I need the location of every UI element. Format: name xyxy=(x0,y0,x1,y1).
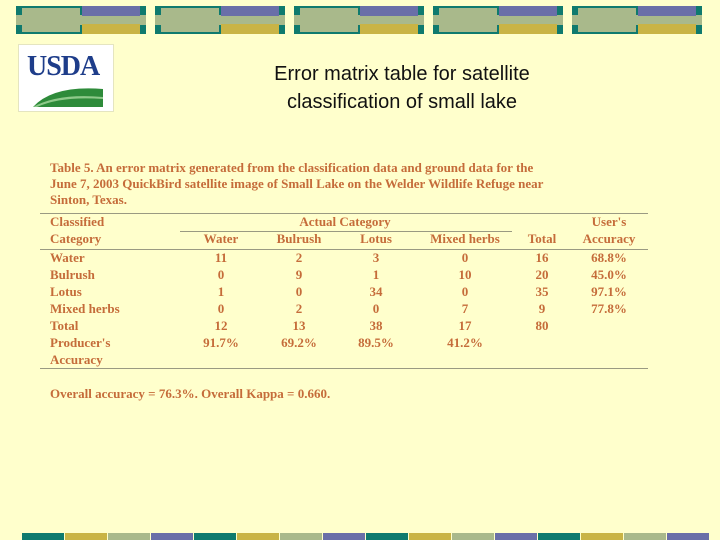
table-cell: 34 xyxy=(369,284,383,299)
bottom-bar-segment xyxy=(108,533,150,540)
bottom-bar-segment xyxy=(452,533,494,540)
header-classified: Classified xyxy=(50,214,105,229)
table-footnote: Overall accuracy = 76.3%. Overall Kappa … xyxy=(50,386,331,401)
bottom-bar-segment xyxy=(323,533,365,540)
table-cell: 35 xyxy=(535,284,549,299)
table-cell: 0 xyxy=(461,284,469,299)
bottom-bar-segment xyxy=(194,533,236,540)
table-cell: 0 xyxy=(372,301,380,316)
bottom-bar-segment xyxy=(667,533,709,540)
table-cell: 2 xyxy=(295,301,303,316)
table-cell: 45.0% xyxy=(591,267,627,282)
table-row-label: Bulrush xyxy=(50,267,95,282)
header-users: User's xyxy=(591,214,627,229)
total-grand: 80 xyxy=(535,318,549,333)
bottom-bar-segment xyxy=(581,533,623,540)
table-cell: 0 xyxy=(217,267,225,282)
table-rule-top xyxy=(40,213,648,214)
table-cell: 10 xyxy=(458,267,472,282)
bottom-bar-segment xyxy=(409,533,451,540)
producers-label-2: Accuracy xyxy=(50,352,103,367)
col-header-lotus: Lotus xyxy=(360,231,392,246)
table-cell: 0 xyxy=(295,284,303,299)
title-line-2: classification of small lake xyxy=(286,91,518,113)
header-category: Category xyxy=(50,231,102,246)
col-header-water: Water xyxy=(203,231,239,246)
caption-line-3: Sinton, Texas. xyxy=(50,192,127,207)
table-row-label: Water xyxy=(50,250,85,265)
error-matrix-table: Table 5. An error matrix generated from … xyxy=(40,160,650,410)
table-caption: Table 5. An error matrix generated from … xyxy=(40,160,630,208)
bottom-bar-segment xyxy=(65,533,107,540)
producers-lotus: 89.5% xyxy=(358,335,394,350)
header-actual-category: Actual Category xyxy=(299,214,391,229)
table-cell: 77.8% xyxy=(591,301,627,316)
caption-line-2: June 7, 2003 QuickBird satellite image o… xyxy=(50,176,544,191)
table-cell: 9 xyxy=(538,301,546,316)
table-rule-header xyxy=(40,249,648,250)
actual-category-rule xyxy=(180,231,512,232)
table-cell: 20 xyxy=(535,267,549,282)
caption-line-1: Table 5. An error matrix generated from … xyxy=(50,160,534,175)
col-header-bulrush: Bulrush xyxy=(276,231,322,246)
table-cell: 0 xyxy=(461,250,469,265)
table-cell: 3 xyxy=(372,250,380,265)
col-header-mixed-herbs: Mixed herbs xyxy=(430,231,500,246)
table-cell: 11 xyxy=(214,250,228,265)
logo-hill-graphic xyxy=(33,88,103,107)
top-bar-segment xyxy=(294,6,424,34)
bottom-bar-segment xyxy=(624,533,666,540)
total-bulrush: 13 xyxy=(292,318,306,333)
table-row-label: Mixed herbs xyxy=(50,301,120,316)
bottom-bar-segment xyxy=(151,533,193,540)
table-rule-bottom xyxy=(40,368,648,369)
total-water: 12 xyxy=(214,318,228,333)
producers-water: 91.7% xyxy=(203,335,239,350)
table-cell: 68.8% xyxy=(591,250,627,265)
top-decorative-bar xyxy=(16,6,712,34)
table-cell: 2 xyxy=(295,250,303,265)
total-mixed-herbs: 17 xyxy=(458,318,472,333)
top-bar-segment xyxy=(572,6,702,34)
table-cell: 97.1% xyxy=(591,284,627,299)
top-bar-segment xyxy=(433,6,563,34)
table-cell: 7 xyxy=(461,301,469,316)
table-row-label: Lotus xyxy=(50,284,82,299)
table-cell: 1 xyxy=(372,267,380,282)
bottom-bar-segment xyxy=(237,533,279,540)
usda-logo: USDA xyxy=(18,44,114,112)
total-lotus: 38 xyxy=(369,318,383,333)
producers-label-1: Producer's xyxy=(50,335,111,350)
table-cell: 16 xyxy=(535,250,549,265)
logo-text: USDA xyxy=(27,51,100,82)
producers-mixed-herbs: 41.2% xyxy=(447,335,483,350)
col-header-total: Total xyxy=(527,231,557,246)
producers-bulrush: 69.2% xyxy=(281,335,317,350)
table-cell: 0 xyxy=(217,301,225,316)
bottom-bar-segment xyxy=(22,533,64,540)
bottom-bar-segment xyxy=(495,533,537,540)
header-accuracy: Accuracy xyxy=(582,231,636,246)
bottom-bar-segment xyxy=(538,533,580,540)
table-cell: 1 xyxy=(217,284,225,299)
title-line-1: Error matrix table for satellite xyxy=(274,63,530,85)
slide-title: Error matrix table for satellite classif… xyxy=(232,60,572,116)
total-row-label: Total xyxy=(50,318,79,333)
bottom-bar-segment xyxy=(366,533,408,540)
table-cell: 9 xyxy=(295,267,303,282)
top-bar-segment xyxy=(16,6,146,34)
bottom-bar-segment xyxy=(280,533,322,540)
bottom-decorative-bar xyxy=(22,533,712,540)
top-bar-segment xyxy=(155,6,285,34)
